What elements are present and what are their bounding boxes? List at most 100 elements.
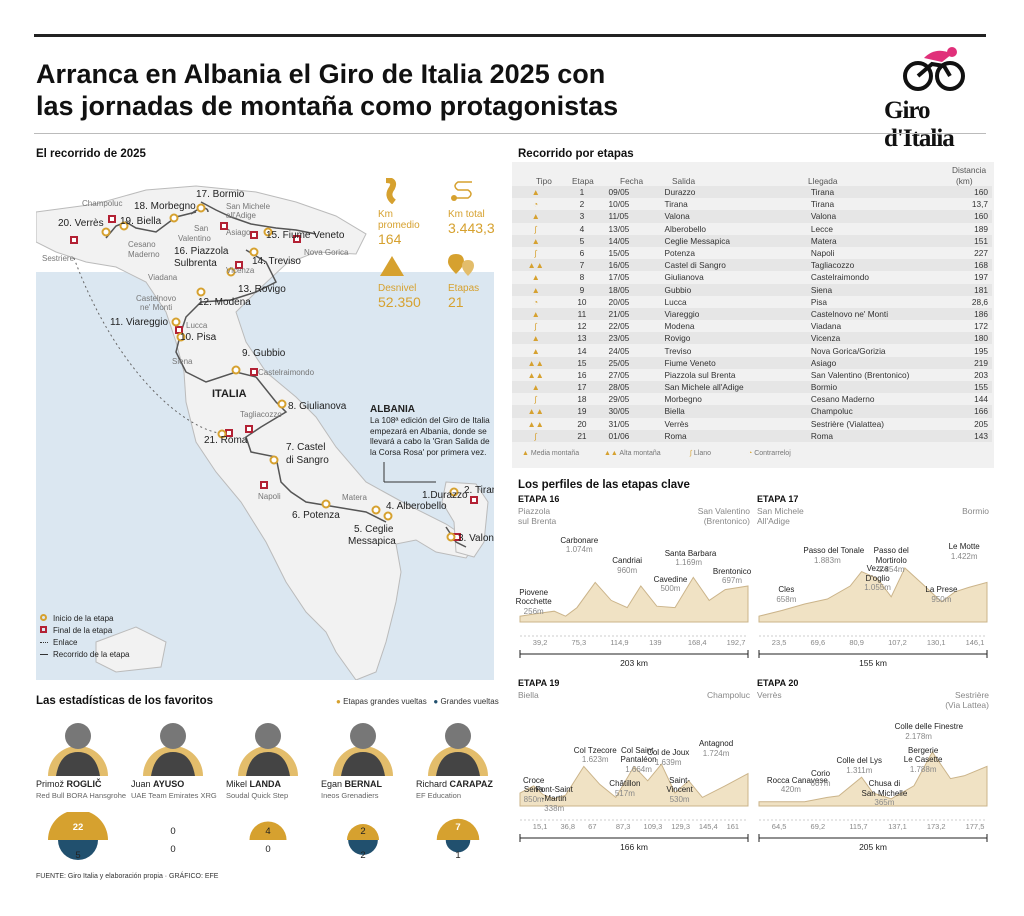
source-note: FUENTE: Giro Italia y elaboración propia…: [36, 873, 219, 880]
stage-distance: 144: [948, 393, 992, 406]
stage-number: 15: [559, 356, 605, 369]
stage-distance: 205: [948, 417, 992, 430]
peak-label: Chusa di San Michelle 365m: [861, 779, 908, 808]
etapas-count: 7: [455, 822, 461, 833]
rider-team: Soudal Quick Step: [226, 791, 289, 800]
rider-stats-chart: [48, 812, 108, 860]
profile-start: Piazzola sul Brenta: [518, 506, 557, 526]
grandes-vueltas-count: 2: [360, 850, 366, 861]
label-castelraimondo: Castelraimondo: [258, 368, 315, 377]
peak-label: Antagnod 1.724m: [698, 739, 734, 758]
rider-card: Primož ROGLIČ Red Bull BORA Hansgrohe 22 5: [36, 712, 131, 872]
page-title: Arranca en Albania el Giro de Italia 202…: [36, 58, 756, 122]
label-san: San: [194, 224, 209, 233]
stage-number: 8: [559, 271, 605, 284]
stage-finish: Tirana: [806, 198, 949, 211]
flat-icon: ∫: [690, 449, 692, 457]
label-matera: Matera: [342, 493, 367, 502]
stage-start: Castel di Sangro: [660, 259, 807, 272]
label-sestriere: Sestriere: [42, 254, 75, 263]
label-pisa: 10. Pisa: [180, 332, 217, 343]
stage-start: Lucca: [660, 295, 807, 308]
stage-number: 2: [559, 198, 605, 211]
stage-row: ▲ 3 11/05 Valona Valona 160: [512, 210, 992, 223]
grandes-vueltas-count: 1: [455, 850, 461, 861]
label-modena: 12. Modena: [198, 297, 251, 308]
label-treviso: 14. Treviso: [252, 256, 301, 267]
peak-label: Santa Barbara 1.169m: [664, 548, 717, 568]
header-rule: [34, 133, 986, 134]
stage-number: 4: [559, 222, 605, 235]
medium-mountain-icon: ▲: [512, 234, 560, 247]
stage-start: Roma: [660, 429, 807, 442]
profile-p19: ETAPA 19 Biella Champoluc 166 km 15,1 36,8 67 8…: [516, 678, 752, 852]
stage-number: 17: [559, 381, 605, 394]
profile-end: Sestrière (Via Lattea): [945, 690, 989, 710]
peak-label: La Prese 950m: [925, 585, 958, 604]
stage-start: Morbegno: [660, 393, 807, 406]
stage-date: 10/05: [604, 198, 661, 211]
avatar: [238, 723, 298, 776]
km-tick: 23,5: [771, 638, 787, 647]
elevation-area: [519, 576, 749, 623]
stage-row: ∫ 18 29/05 Morbegno Cesano Maderno 144: [512, 393, 992, 406]
label-cesano: Cesano: [128, 240, 156, 249]
km-tick: 69,6: [810, 638, 826, 647]
stage-distance: 28,6: [948, 295, 992, 308]
rider-photo: [426, 712, 490, 776]
grandes-vueltas-count: 0: [170, 844, 176, 855]
rider-stats-chart: [249, 821, 287, 840]
label-verres: 20. Verrès: [58, 218, 104, 229]
stage-distance: 189: [948, 222, 992, 235]
label-viadana: Viadana: [148, 273, 178, 282]
stage-finish: Castelnovo ne' Monti: [806, 307, 949, 321]
profile-p20: ETAPA 20 Verrès Sestrière (Via Lattea) 205 k…: [755, 678, 991, 852]
albania-text-2: empezará en Albania, donde se: [370, 425, 487, 436]
stage-distance: 143: [948, 429, 992, 442]
legend-inicio: Inicio de la etapa: [40, 614, 200, 626]
profile-total: 166 km: [620, 842, 648, 852]
stage-number: 11: [559, 307, 605, 321]
stage-start: Potenza: [660, 246, 807, 260]
map-legend: Inicio de la etapa Final de la etapa Enl…: [40, 614, 200, 662]
timetrial-icon: ◔: [748, 449, 753, 457]
stage-number: 21: [559, 429, 605, 442]
stage-date: 18/05: [604, 283, 661, 296]
km-tick: 177,5: [965, 822, 985, 831]
label-valona: 3. Valona: [458, 533, 494, 544]
title-line-2: las jornadas de montaña como protagonist…: [36, 91, 619, 121]
rider-card: Egan BERNAL Ineos Grenadiers 2 2: [321, 712, 416, 872]
col-etapa: Etapa: [572, 176, 594, 186]
stage-start: Rovigo: [660, 332, 807, 345]
label-morbegno: 18. Morbegno: [134, 201, 196, 212]
high-mountain-icon: ▲▲: [512, 368, 560, 381]
stages-table: ▲ 1 09/05 Durazzo Tirana 160 ◔ 2 10/05 Tirana Tira…: [512, 186, 992, 442]
stage-row: ▲ 17 28/05 San Michele all'Adige Bormio 155: [512, 381, 992, 394]
stage-finish: Tirana: [806, 186, 949, 199]
stage-start: Modena: [660, 320, 807, 333]
stage-start: Ceglie Messapica: [660, 234, 807, 247]
pin-icon: [448, 254, 474, 276]
stage-date: 30/05: [604, 405, 661, 418]
medium-mountain-icon: ▲: [512, 271, 560, 284]
timetrial-icon: ◔: [512, 295, 560, 308]
label-fiume-veneto: 15. Fiume Veneto: [266, 230, 345, 241]
peak-label: Cles 658m: [776, 585, 797, 604]
logo-text: Giro d'Italia: [884, 97, 955, 152]
profile-end: San Valentino (Brentonico): [697, 506, 750, 526]
stage-number: 6: [559, 246, 605, 260]
stage-finish: Tagliacozzo: [806, 259, 949, 272]
stage-date: 16/05: [604, 259, 661, 272]
profile-start: Biella: [518, 690, 539, 700]
stage-number: 1: [559, 186, 605, 199]
table-legend: ▲ Media montaña ▲▲ Alta montaña ∫ Llano …: [512, 442, 994, 464]
medium-mountain-icon: ▲: [512, 307, 560, 321]
stage-finish: Sestrière (Vialattea): [806, 417, 949, 430]
rider-photo: [331, 712, 395, 776]
etapas-count: 22: [72, 822, 84, 833]
high-mountain-icon: ▲▲: [604, 449, 618, 457]
stage-finish: Cesano Maderno: [806, 393, 949, 406]
stage-number: 5: [559, 234, 605, 247]
stage-row: ◔ 10 20/05 Lucca Pisa 28,6: [512, 295, 992, 308]
km-tick: 146,1: [965, 638, 985, 647]
